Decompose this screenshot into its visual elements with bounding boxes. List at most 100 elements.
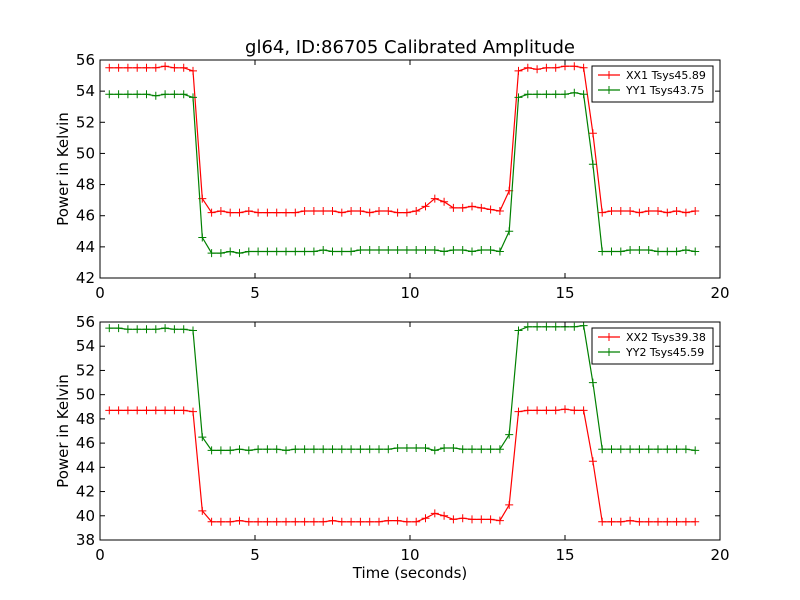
data-point-marker xyxy=(635,208,644,217)
y-tick-label: 44 xyxy=(76,238,95,256)
data-point-marker xyxy=(412,246,421,254)
data-point-marker xyxy=(672,445,681,454)
chart-panel-1: 0 5 10 15 20 42 44 46 48 50 52 54 56 Power in Kelvin X… xyxy=(54,51,730,302)
data-point-marker xyxy=(309,247,318,256)
data-point-marker xyxy=(170,325,179,334)
legend: XX2 Tsys39.38 YY2 Tsys45.59 xyxy=(591,327,714,365)
data-point-marker xyxy=(170,406,179,415)
x-tick-label: 10 xyxy=(400,284,419,302)
data-point-marker xyxy=(226,208,235,217)
data-point-marker xyxy=(505,500,514,509)
x-tick-label: 15 xyxy=(555,546,574,564)
legend-entry-1: XX1 Tsys45.89 xyxy=(626,69,706,82)
data-point-marker xyxy=(495,207,504,215)
data-point-marker xyxy=(672,517,681,526)
data-point-marker xyxy=(635,445,644,454)
data-point-marker xyxy=(663,517,672,526)
data-point-marker xyxy=(161,62,170,71)
data-point-marker xyxy=(328,247,337,256)
data-point-marker xyxy=(254,208,263,217)
figure-title: gl64, ID:86705 Calibrated Amplitude xyxy=(245,37,575,58)
data-point-marker xyxy=(291,445,300,454)
data-point-marker xyxy=(216,207,225,215)
legend-entry-2: YY1 Tsys43.75 xyxy=(625,84,704,97)
data-point-marker xyxy=(644,445,653,454)
data-point-marker xyxy=(681,208,690,217)
series-line-1 xyxy=(109,408,696,523)
data-point-marker xyxy=(189,93,197,102)
data-point-marker xyxy=(365,445,374,454)
data-point-marker xyxy=(495,516,504,525)
data-point-marker xyxy=(421,202,430,211)
data-point-marker xyxy=(328,445,337,454)
data-point-marker xyxy=(468,202,476,211)
x-tick-label: 0 xyxy=(95,546,105,564)
data-point-marker xyxy=(226,446,235,455)
data-point-marker xyxy=(495,247,504,256)
data-point-marker xyxy=(161,90,170,99)
data-point-marker xyxy=(616,445,625,454)
data-point-marker xyxy=(384,516,393,525)
data-point-marker xyxy=(254,247,263,256)
legend-entry-1: XX2 Tsys39.38 xyxy=(626,331,706,344)
data-point-marker xyxy=(440,247,449,256)
data-point-marker xyxy=(105,90,114,99)
data-point-marker xyxy=(133,90,142,99)
data-point-marker xyxy=(282,247,290,256)
data-point-marker xyxy=(291,247,300,256)
data-point-marker xyxy=(588,457,597,466)
data-point-marker xyxy=(291,208,300,217)
series-line-2 xyxy=(109,324,696,452)
data-point-marker xyxy=(626,516,635,525)
data-point-marker xyxy=(263,517,272,526)
data-point-marker xyxy=(533,406,542,415)
data-point-marker xyxy=(393,246,402,254)
data-point-marker xyxy=(198,433,207,442)
data-point-marker xyxy=(235,516,244,525)
y-tick-label: 50 xyxy=(76,386,95,404)
data-point-marker xyxy=(375,517,383,526)
data-point-marker xyxy=(142,325,151,334)
data-point-marker xyxy=(133,406,142,415)
data-point-marker xyxy=(319,246,328,254)
data-point-marker xyxy=(672,207,681,215)
data-point-marker xyxy=(179,90,188,99)
data-point-marker xyxy=(579,63,588,72)
data-point-marker xyxy=(654,207,662,215)
data-point-marker xyxy=(189,326,197,335)
data-point-marker xyxy=(216,446,225,455)
data-point-marker xyxy=(616,207,625,215)
data-point-marker xyxy=(309,517,318,526)
data-point-marker xyxy=(105,406,114,415)
data-point-marker xyxy=(207,208,216,217)
data-point-marker xyxy=(365,517,374,526)
data-point-marker xyxy=(412,444,421,452)
data-point-marker xyxy=(114,90,123,99)
data-point-marker xyxy=(161,406,170,415)
data-point-marker xyxy=(579,406,588,415)
data-point-marker xyxy=(235,208,244,217)
data-point-marker xyxy=(114,406,123,415)
data-point-marker xyxy=(402,246,411,254)
data-point-marker xyxy=(654,445,662,454)
data-point-marker xyxy=(300,247,309,256)
data-point-marker xyxy=(207,249,216,258)
data-point-marker xyxy=(421,444,430,452)
legend-swatch-marker xyxy=(605,86,613,94)
data-point-marker xyxy=(468,247,476,256)
data-point-marker xyxy=(123,325,132,334)
data-point-marker xyxy=(635,246,644,254)
data-point-marker xyxy=(533,90,542,99)
data-point-marker xyxy=(635,517,644,526)
y-tick-label: 54 xyxy=(76,337,95,355)
data-point-marker xyxy=(393,208,402,217)
y-tick-label: 40 xyxy=(76,507,95,525)
x-tick-label: 15 xyxy=(555,284,574,302)
legend-box xyxy=(591,65,714,103)
data-point-marker xyxy=(272,517,281,526)
data-point-marker xyxy=(691,446,700,455)
data-point-marker xyxy=(440,197,449,206)
data-point-marker xyxy=(533,322,542,331)
data-point-marker xyxy=(309,207,318,215)
